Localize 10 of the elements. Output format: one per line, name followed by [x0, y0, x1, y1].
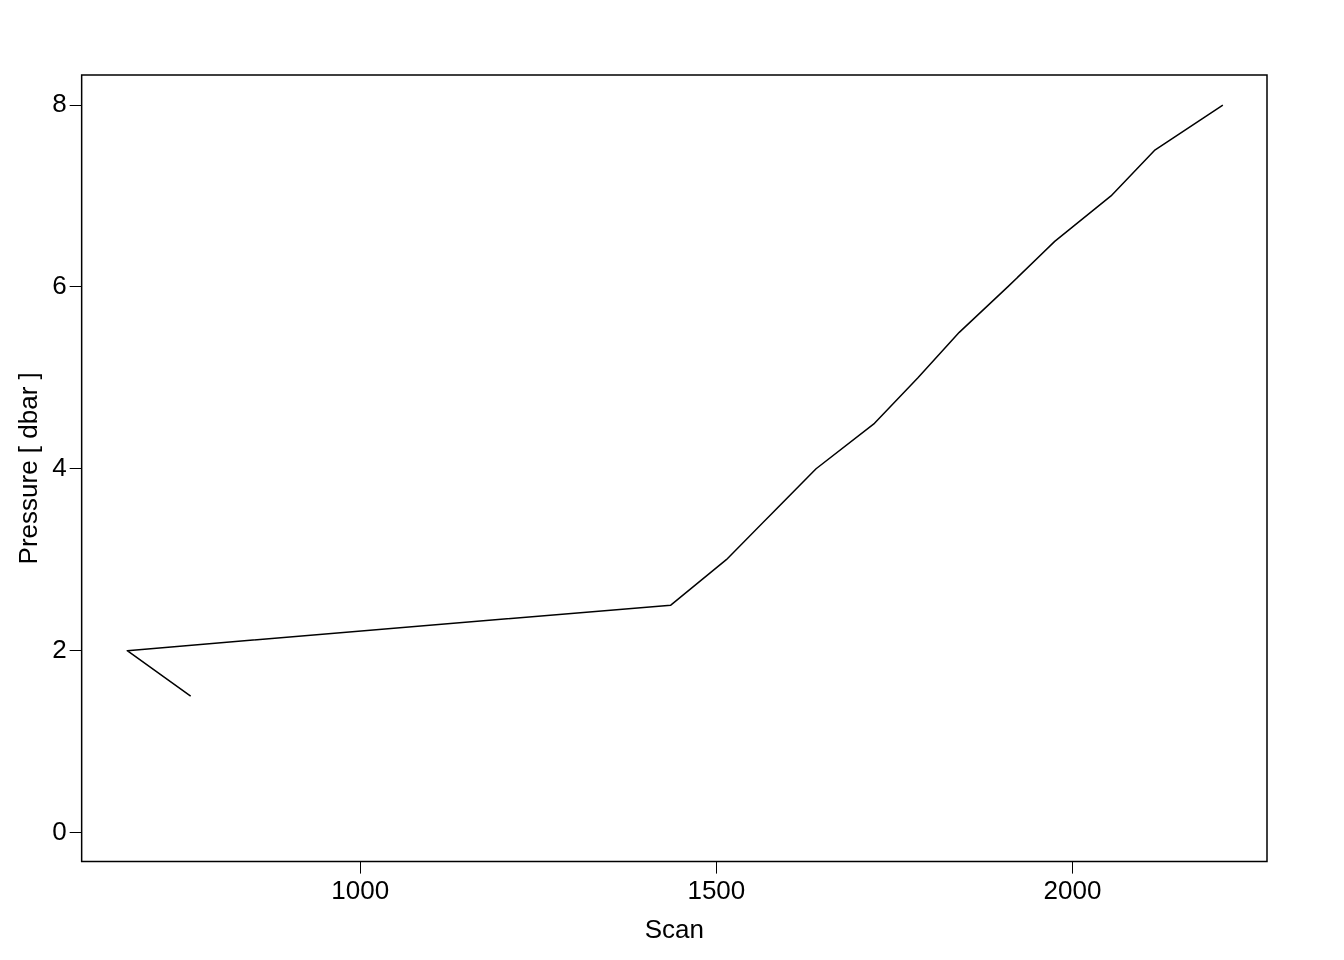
y-tick-label: 2 — [52, 633, 67, 664]
x-tick-label: 1500 — [687, 875, 746, 906]
y-tick-label: 0 — [52, 815, 67, 846]
y-tick-label: 4 — [52, 451, 67, 482]
y-tick-label: 8 — [52, 88, 67, 119]
y-tick-label: 6 — [52, 270, 67, 301]
y-axis-title: Pressure [ dbar ] — [12, 372, 43, 565]
x-axis-title: Scan — [644, 913, 704, 944]
x-tick-label: 2000 — [1043, 875, 1102, 906]
x-tick-label: 1000 — [331, 875, 390, 906]
